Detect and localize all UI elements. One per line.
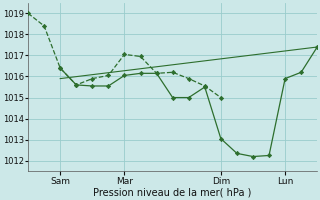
X-axis label: Pression niveau de la mer( hPa ): Pression niveau de la mer( hPa ) — [93, 187, 252, 197]
